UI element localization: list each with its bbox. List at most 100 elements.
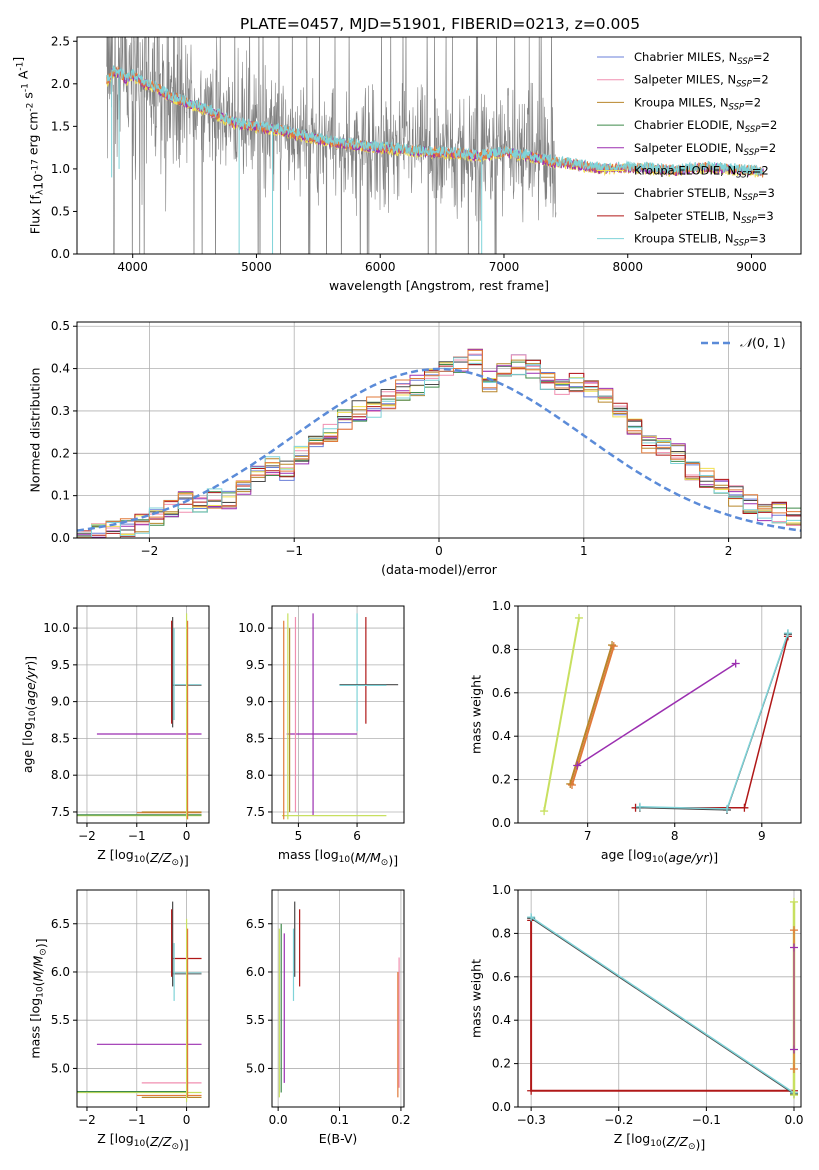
weight-vs-age-panel: 7 8 9 0.0 0.2 0.4 0.6 0.8 1.0 age [log10(age/yr)]…	[468, 599, 802, 865]
weight-point-marker	[740, 803, 749, 812]
y-tick-label: 6.0	[51, 965, 70, 979]
weight-series-line	[635, 636, 789, 809]
y-tick-label: 7.5	[246, 805, 265, 819]
y-tick-label: 0.0	[51, 531, 70, 545]
y-tick-label: 6.5	[246, 917, 265, 931]
age-vs-mass-frame	[271, 605, 405, 824]
legend-entry: Salpeter MILES, NSSP=2	[634, 73, 769, 90]
y-tick-label: 6.0	[246, 965, 265, 979]
y-tick-label: 0.4	[492, 729, 511, 743]
weight-point-marker	[789, 943, 798, 952]
age-vs-Z-frame	[76, 605, 210, 824]
y-tick-label: 6.5	[51, 917, 70, 931]
weight-point-marker	[608, 641, 617, 650]
residuals-panel: −2 −1 0 1 2 0.0 0.1 0.2 0.3 0.4 0.5 (data-model)/er…	[27, 319, 802, 577]
mass-vs-Z-panel: −2 −1 0 5.0 5.5 6.0 6.5 Z [log10(Z/Z⊙)] mass [lo…	[27, 889, 210, 1152]
weight-series-line	[571, 645, 615, 786]
x-tick-label: 6000	[365, 260, 396, 274]
age-vs-mass-plot	[281, 613, 399, 820]
weight-series-line	[530, 916, 795, 1094]
age-vs-mass-grid	[272, 606, 404, 823]
age-vs-Z-plot	[77, 613, 202, 820]
y-tick-label: 0.6	[492, 970, 511, 984]
weight-point-marker	[722, 804, 731, 813]
weight-point-marker	[573, 761, 582, 770]
x-tick-label: 7	[584, 829, 592, 843]
weight-vs-Z-panel: −0.3 −0.2 −0.1 0.0 0.0 0.2 0.4 0.6 0.8 1.0 Z [log1…	[468, 883, 803, 1152]
weight-point-marker	[789, 1065, 798, 1074]
weight-point-marker	[574, 613, 583, 622]
y-tick-label: 1.5	[51, 119, 70, 133]
y-tick-label: 5.5	[246, 1013, 265, 1027]
age-vs-Z-panel: −2 −1 0 7.5 8.0 8.5 9.0 9.5 10.0 Z [log10(Z/Z⊙)] a…	[20, 605, 210, 868]
x-tick-label: 9	[758, 829, 766, 843]
legend-entry: Kroupa MILES, NSSP=2	[634, 95, 761, 112]
weight-series-line	[543, 617, 580, 812]
x-tick-label: 9000	[736, 260, 767, 274]
y-tick-label: 2.0	[51, 77, 70, 91]
data-spectrum-line	[106, 37, 557, 254]
age-vs-Z-xlabel: Z [log10(Z/Z⊙)]	[97, 847, 189, 868]
spectrum-ylabel: Flux [fλ10-17 erg cm-2 s-1 A-1]	[10, 57, 45, 235]
x-tick-label: −0.2	[604, 1113, 633, 1127]
x-tick-label: 2	[725, 544, 733, 558]
mass-vs-EBV-frame	[271, 889, 405, 1108]
mass-vs-Z-frame	[76, 889, 210, 1108]
y-tick-label: 8.5	[246, 731, 265, 745]
x-tick-label: 0.2	[391, 1113, 410, 1127]
mass-vs-EBV-panel: 0.0 0.1 0.2 5.0 5.5 6.0 6.5 E(B-V)	[246, 889, 410, 1146]
x-tick-label: −1	[285, 544, 303, 558]
weight-point-marker	[527, 913, 536, 922]
y-tick-label: 0.2	[51, 446, 70, 460]
weight-point-marker	[609, 642, 618, 651]
model-spectrum-line	[106, 65, 765, 176]
weight-point-marker	[783, 629, 792, 638]
age-vs-Z-ylabel: age [log10(age/yr)]	[20, 656, 38, 773]
y-tick-label: 1.0	[492, 883, 511, 897]
x-tick-label: −0.1	[692, 1113, 721, 1127]
y-tick-label: 0.5	[51, 204, 70, 218]
weight-series-line	[530, 917, 795, 1095]
y-tick-label: 5.0	[246, 1061, 265, 1075]
y-tick-label: 9.5	[51, 658, 70, 672]
y-tick-label: 9.0	[246, 695, 265, 709]
x-tick-label: 0.0	[269, 1113, 288, 1127]
y-tick-label: 0.4	[492, 1013, 511, 1027]
legend-entry: Kroupa ELODIE, NSSP=2	[634, 164, 769, 181]
y-tick-label: 5.0	[51, 1061, 70, 1075]
weight-point-marker	[789, 1091, 798, 1100]
weight-vs-Z-frame	[517, 889, 802, 1108]
legend-entry: Salpeter ELODIE, NSSP=2	[634, 141, 776, 158]
weight-point-marker	[731, 659, 740, 668]
y-tick-label: 0.3	[51, 404, 70, 418]
x-tick-label: 0.0	[784, 1113, 803, 1127]
y-tick-label: 1.0	[492, 599, 511, 613]
weight-series-line	[569, 644, 613, 785]
x-tick-label: 5000	[241, 260, 272, 274]
y-tick-label: 0.8	[492, 642, 511, 656]
weight-point-marker	[789, 926, 798, 935]
x-tick-label: −0.3	[517, 1113, 546, 1127]
x-tick-label: 1	[580, 544, 588, 558]
y-tick-label: 0.0	[492, 1100, 511, 1114]
mass-vs-EBV-plot	[278, 901, 400, 1098]
weight-point-marker	[567, 781, 576, 790]
y-tick-label: 10.0	[238, 621, 265, 635]
y-tick-label: 9.0	[51, 695, 70, 709]
mass-vs-EBV-grid	[272, 890, 404, 1107]
y-tick-label: 0.6	[492, 686, 511, 700]
weight-vs-age-grid	[518, 605, 801, 824]
spectrum-panel: 4000 5000 6000 7000 8000 9000 0.0 0.5 1.0 1.5 2.0 2…	[10, 34, 802, 293]
x-tick-label: 8	[671, 829, 679, 843]
y-tick-label: 0.2	[492, 1057, 511, 1071]
legend-entry: Salpeter STELIB, NSSP=3	[634, 209, 774, 226]
residuals-grid	[77, 322, 801, 539]
y-tick-label: 5.5	[51, 1013, 70, 1027]
y-tick-label: 0.8	[492, 926, 511, 940]
mass-vs-Z-grid	[77, 890, 209, 1107]
y-tick-label: 0.2	[492, 773, 511, 787]
y-tick-label: 7.5	[51, 805, 70, 819]
y-tick-label: 0.4	[51, 362, 70, 376]
x-tick-label: 5	[295, 829, 303, 843]
